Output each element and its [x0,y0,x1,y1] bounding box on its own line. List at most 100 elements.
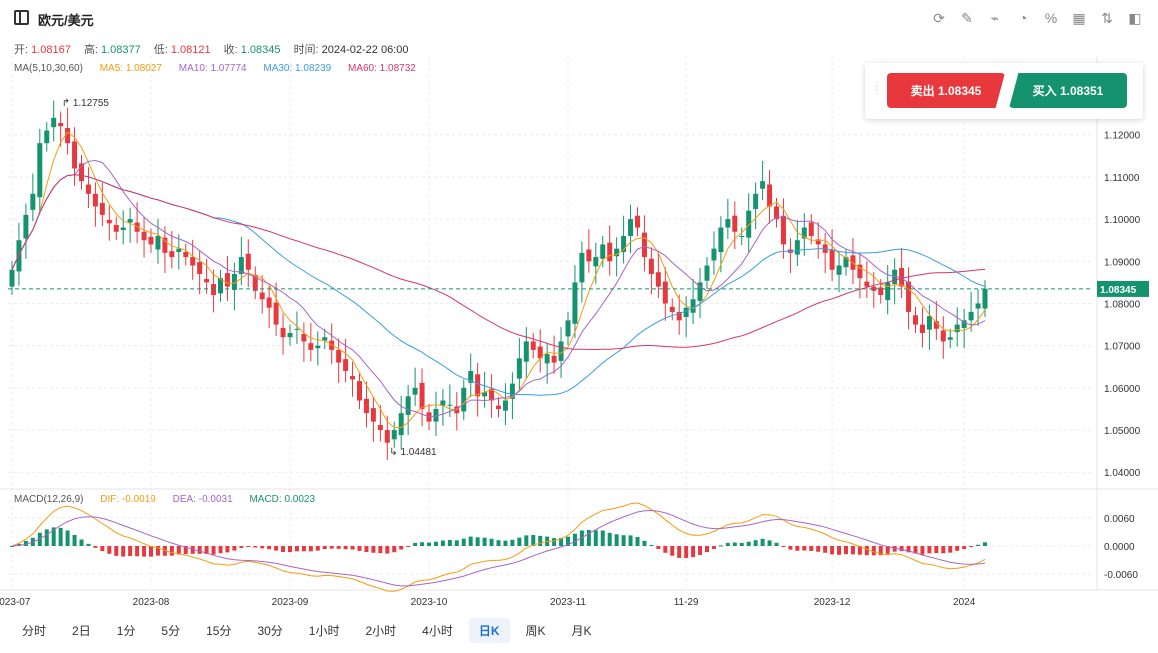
tab-2d[interactable]: 2日 [72,624,91,638]
macd-histogram-bar [976,544,981,546]
macd-histogram-bar [176,546,181,555]
macd-histogram-bar [760,538,765,546]
pie-icon[interactable]: ◔ [1018,10,1028,26]
candle-body [92,193,98,207]
refresh-icon[interactable]: ⟳ [933,9,945,26]
candle-body [113,225,119,232]
macd-histogram-bar [260,546,265,549]
macd-histogram-bar [684,546,689,559]
candle-body [30,193,36,210]
grid-icon[interactable]: ▦ [1072,9,1086,26]
macd-histogram-bar [642,540,647,546]
ohlc-readout: 开: 1.08167 高: 1.08377 低: 1.08121 收: 1.08345 … [14,41,418,57]
ma-legend: MA(5,10,30,60) MA5: 1.08027 MA10: 1.0777… [14,63,430,74]
macd-histogram-bar [58,527,63,546]
macd-histogram-bar [128,546,133,557]
candle-body [780,215,786,245]
drag-handle-icon[interactable]: ⋮ ⋮ [873,81,881,95]
candle-body [676,311,682,321]
candle-body [65,127,71,144]
tab-30m[interactable]: 30分 [257,624,283,638]
candle-body [954,324,960,333]
tab-weekly[interactable]: 周K [525,624,546,638]
macd-histogram-bar [517,537,522,546]
candle-body [975,303,981,309]
tab-2h[interactable]: 2小时 [365,624,397,638]
percent-icon[interactable]: % [1044,10,1058,26]
price-tick-label: 1.10000 [1104,215,1141,226]
candle-body [238,257,244,274]
compare-icon[interactable]: ⇅ [1101,9,1113,26]
indicator-icon[interactable]: ⌁ [990,9,1000,26]
macd-histogram-bar [385,546,390,554]
macd-histogram-bar [392,546,397,553]
date-tick-label: 2023-09 [272,597,309,608]
macd-histogram-bar [308,546,313,552]
macd-histogram-bar [899,546,904,552]
symbol-title: 欧元/美元 [38,13,94,28]
macd-histogram-bar [628,535,633,546]
macd-histogram-bar [357,546,362,551]
candle-body [433,408,439,422]
macd-histogram-bar [197,546,202,554]
candle-body [558,341,564,361]
open-value: 1.08167 [31,44,71,56]
candle-body [315,345,321,349]
candle-body [725,219,731,228]
candle-body [628,219,634,236]
macd-histogram-bar [72,534,77,546]
candle-body [690,299,696,313]
macd-histogram-bar [281,546,286,552]
candle-body [266,297,272,308]
panel-icon[interactable]: ◧ [1128,9,1142,26]
candle-body [447,404,453,406]
date-tick-label: 2023-12 [814,597,851,608]
tab-4h[interactable]: 4小时 [422,624,453,638]
sidebar-toggle-icon[interactable] [14,10,29,25]
macd-tick-label: 0.0000 [1104,542,1135,553]
macd-histogram-bar [155,546,160,556]
macd-tick-label: 0.0060 [1104,514,1135,525]
candle-body [350,376,356,380]
candle-body [655,272,661,287]
tab-fenshi[interactable]: 分时 [22,624,47,638]
candle-body [815,239,821,245]
candle-body [322,337,328,341]
macd-histogram-bar [885,546,890,554]
tab-daily[interactable]: 日K [468,618,510,643]
macd-histogram-bar [406,546,411,547]
tab-15m[interactable]: 15分 [206,624,232,638]
candle-body [801,227,807,239]
macd-histogram-bar [336,546,341,549]
candle-body [864,281,870,287]
macd-histogram-bar [739,542,744,546]
sell-button[interactable]: 卖出 1.08345 [887,73,1005,108]
tab-1h[interactable]: 1小时 [308,624,340,638]
macd-histogram-bar [753,540,758,546]
tab-1m[interactable]: 1分 [116,624,136,638]
candle-body [926,316,932,330]
tab-monthly[interactable]: 月K [571,624,592,638]
candle-body [732,215,738,232]
trade-panel: ⋮ ⋮ 卖出 1.08345 买入 1.08351 [865,63,1143,119]
candle-body [760,181,766,189]
macd-histogram-bar [948,546,953,553]
buy-button[interactable]: 买入 1.08351 [1009,73,1127,108]
ma5-line [11,131,986,428]
macd-histogram-bar [809,546,814,551]
macd-histogram-bar [955,546,960,551]
macd-histogram-bar [746,541,751,546]
candle-body [231,273,237,290]
candle-body [155,235,161,250]
macd-histogram-bar [621,535,626,546]
candle-body [357,381,362,401]
candle-body [683,307,689,317]
draw-icon[interactable]: ✎ [961,9,973,26]
tab-5m[interactable]: 5分 [161,624,181,638]
macd-histogram-bar [969,546,974,547]
candle-body [412,387,418,395]
macd-histogram-bar [983,542,987,546]
macd-value: MACD: 0.0023 [249,494,316,505]
macd-histogram-bar [920,546,925,555]
